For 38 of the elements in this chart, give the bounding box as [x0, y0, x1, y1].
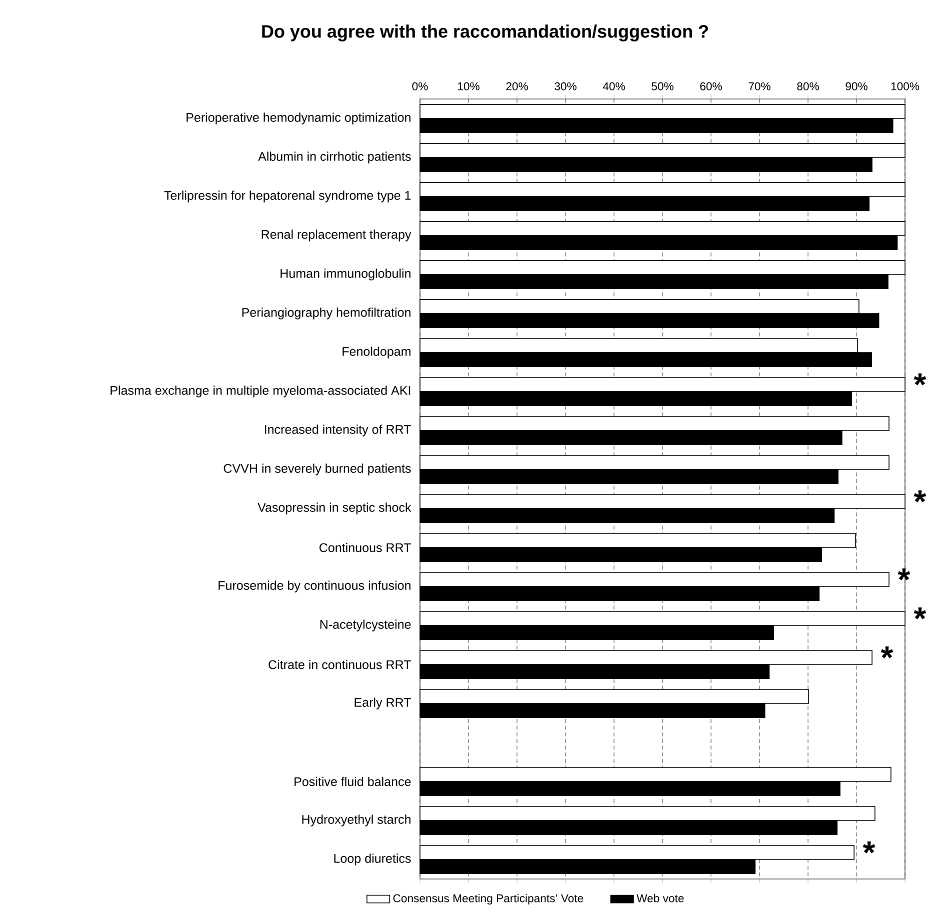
legend-label: Web vote [636, 894, 684, 902]
y-tick-label: Terlipressin for hepatorenal syndrome type 1 [164, 190, 411, 202]
x-tick-label: 20% [506, 82, 528, 90]
y-tick-label: Renal replacement therapy [262, 230, 412, 242]
y-tick-label: Loop diuretics [334, 854, 411, 866]
y-tick-label: Hydroxyethyl starch [302, 814, 410, 826]
y-tick-label: Albumin in cirrhotic patients [258, 152, 411, 164]
x-tick-label: 30% [554, 82, 576, 90]
y-tick-label: Plasma exchange in multiple myeloma-associated AKI [110, 386, 410, 398]
annotation: * [914, 373, 926, 386]
y-tick-label: Fenoldopam [342, 346, 410, 358]
x-tick-label: 70% [748, 82, 770, 90]
annotation: * [914, 607, 926, 620]
x-tick-label: 0% [412, 82, 428, 90]
y-tick-label: Vasopressin in septic shock [258, 502, 412, 514]
legend-label: Consensus Meeting Participants’ Vote [393, 894, 584, 905]
x-tick-label: 10% [458, 82, 480, 90]
x-tick-label: 90% [846, 82, 868, 90]
y-tick-label: Early RRT [354, 698, 411, 710]
x-tick-label: 40% [602, 82, 625, 90]
y-tick-label: Citrate in continuous RRT [268, 660, 411, 670]
y-tick-label: Human immunoglobulin [280, 268, 410, 280]
x-tick-label: 60% [700, 82, 722, 90]
y-tick-label: Positive fluid balance [294, 776, 411, 786]
y-tick-label: Furosemide by continuous infusion [218, 580, 410, 592]
annotation: * [880, 646, 894, 658]
y-tick-label: N-acetylcysteine [320, 620, 411, 632]
y-tick-label: Periangiography hemofiltration [242, 308, 410, 320]
annotation: * [914, 490, 926, 502]
x-tick-label: 100% [891, 82, 920, 90]
y-tick-label: Perioperative hemodynamic optimization [186, 112, 410, 124]
y-tick-label: Continuous RRT [319, 542, 411, 552]
annotation: * [862, 841, 876, 854]
chart-title: Do you agree with the raccomandation/suggestion ? [262, 24, 708, 42]
x-tick-label: 50% [652, 82, 674, 90]
x-tick-label: 80% [797, 82, 819, 90]
y-tick-label: CVVH in severely burned patients [224, 464, 411, 476]
y-tick-label: Increased intensity of RRT [264, 424, 411, 436]
